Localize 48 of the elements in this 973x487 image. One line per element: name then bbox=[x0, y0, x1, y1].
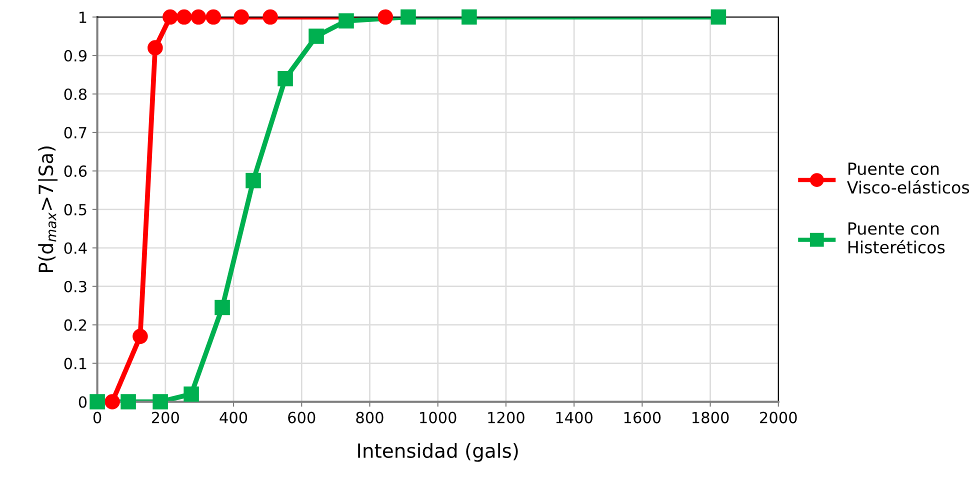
x-tick-label: 2000 bbox=[760, 412, 797, 424]
point bbox=[148, 40, 163, 56]
y-tick-label: 1 bbox=[80, 12, 86, 23]
point bbox=[152, 394, 168, 410]
point bbox=[378, 9, 394, 25]
point bbox=[278, 70, 293, 86]
y-tick-label: 0.7 bbox=[64, 126, 86, 138]
point bbox=[234, 9, 249, 25]
x-tick-label: 800 bbox=[356, 412, 384, 424]
y-tick-label: 0.5 bbox=[64, 204, 86, 216]
point bbox=[400, 9, 416, 25]
point bbox=[214, 300, 230, 316]
legend-label: Puente con Visco-elásticos bbox=[847, 162, 970, 194]
point bbox=[206, 9, 222, 25]
y-tick-label: 0.3 bbox=[64, 280, 86, 292]
y-tick-label: 0.9 bbox=[64, 50, 87, 62]
point bbox=[710, 9, 726, 25]
legend-label: Puente con Histeréticos bbox=[848, 222, 945, 254]
point bbox=[104, 394, 120, 410]
point bbox=[338, 13, 354, 29]
y-tick-label: 0 bbox=[78, 396, 87, 408]
point bbox=[462, 9, 477, 25]
x-tick-label: 1600 bbox=[624, 412, 661, 424]
point bbox=[120, 394, 136, 410]
point bbox=[308, 28, 324, 44]
point bbox=[262, 9, 278, 25]
x-tick-label: 1000 bbox=[420, 412, 456, 424]
x-tick-label: 1400 bbox=[556, 412, 592, 424]
x-tick-label: 200 bbox=[152, 412, 179, 424]
x-tick-label: 0 bbox=[93, 412, 102, 424]
x-tick-label: 600 bbox=[288, 412, 316, 424]
x-tick-label: 400 bbox=[220, 412, 248, 424]
y-tick-label: 0.4 bbox=[64, 242, 87, 254]
point bbox=[132, 328, 148, 344]
point bbox=[190, 9, 206, 25]
x-axis-title: Intensidad (gals) bbox=[358, 442, 518, 462]
point bbox=[176, 9, 192, 25]
point bbox=[90, 394, 105, 410]
x-tick-label: 1200 bbox=[488, 412, 524, 424]
y-tick-label: 0.6 bbox=[64, 165, 87, 177]
y-tick-label: 0.2 bbox=[64, 319, 86, 331]
point bbox=[184, 386, 199, 402]
y-tick-label: 0.8 bbox=[64, 88, 87, 100]
y-tick-label: 0.1 bbox=[64, 358, 86, 370]
point bbox=[162, 9, 178, 25]
point bbox=[246, 172, 261, 188]
x-tick-label: 1800 bbox=[692, 412, 729, 424]
y-axis-title: P(d$_{max}$>7|Sa) bbox=[38, 146, 58, 272]
